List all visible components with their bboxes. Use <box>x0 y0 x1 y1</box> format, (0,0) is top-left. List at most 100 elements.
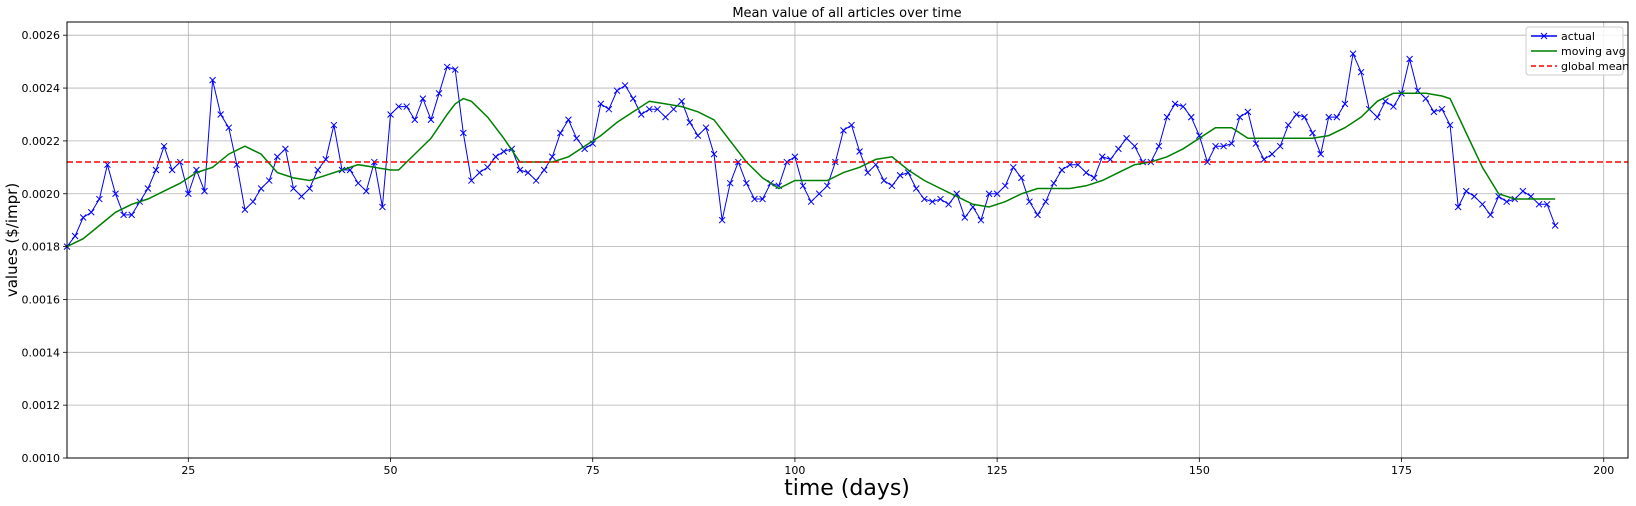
data-point-actual <box>241 206 249 213</box>
y-tick-label: 0.0020 <box>22 188 61 201</box>
data-point-actual <box>1220 142 1227 150</box>
data-point-actual <box>864 169 872 176</box>
grid <box>67 22 1628 459</box>
data-point-actual <box>306 185 313 192</box>
y-tick-label: 0.0014 <box>22 346 61 359</box>
data-point-actual <box>1058 166 1066 174</box>
data-point-actual <box>443 63 451 71</box>
data-point-actual <box>1179 103 1187 110</box>
data-point-actual <box>1082 169 1090 176</box>
data-point-actual <box>613 87 621 95</box>
x-tick-label: 100 <box>784 464 805 477</box>
data-point-actual <box>945 200 952 208</box>
data-point-actual <box>1535 200 1543 208</box>
x-tick-label: 200 <box>1593 464 1614 477</box>
data-point-actual <box>516 166 524 174</box>
data-point-actual <box>920 195 928 203</box>
data-point-actual <box>1454 203 1462 211</box>
data-point-actual <box>1341 100 1349 108</box>
legend-label-moving-avg: moving avg <box>1561 45 1626 58</box>
data-point-actual <box>1212 142 1219 150</box>
data-point-actual <box>524 169 532 176</box>
data-point-actual <box>1171 100 1179 108</box>
data-point-actual <box>1519 187 1527 195</box>
data-point-actual <box>120 211 127 219</box>
data-point-actual <box>1163 113 1171 121</box>
data-point-actual <box>330 121 338 129</box>
data-point-actual <box>492 153 500 161</box>
data-point-actual <box>929 198 936 206</box>
data-point-actual <box>573 134 580 142</box>
data-point-actual <box>993 190 1001 198</box>
data-point-actual <box>500 148 508 155</box>
x-tick-label: 150 <box>1189 464 1210 477</box>
data-point-actual <box>87 208 95 216</box>
data-point-actual <box>1123 134 1130 142</box>
data-point-actual <box>1503 198 1511 206</box>
data-point-actual <box>1042 198 1050 206</box>
data-point-actual <box>896 171 904 179</box>
data-point-actual <box>112 190 119 198</box>
data-point-actual <box>548 153 556 161</box>
data-point-actual <box>597 100 605 108</box>
data-point-actual <box>1026 198 1033 206</box>
data-point-actual <box>1438 105 1446 113</box>
data-point-actual <box>961 214 969 221</box>
x-tick-label: 175 <box>1391 464 1412 477</box>
data-point-actual <box>1187 113 1195 121</box>
data-point-actual <box>387 111 394 118</box>
data-point-actual <box>459 129 467 137</box>
x-axis-label: time (days) <box>784 476 910 501</box>
data-point-actual <box>419 95 427 102</box>
data-point-actual <box>1333 113 1341 121</box>
data-point-actual <box>314 166 322 174</box>
data-point-actual <box>1382 97 1389 105</box>
data-point-actual <box>395 103 402 110</box>
data-point-actual <box>1050 179 1058 187</box>
data-point-actual <box>1293 111 1300 118</box>
data-point-actual <box>937 195 944 203</box>
data-point-actual <box>79 214 87 221</box>
x-tick-label: 125 <box>987 464 1008 477</box>
data-point-actual <box>977 216 985 224</box>
data-point-actual <box>840 126 847 134</box>
plot-background <box>67 22 1628 458</box>
data-point-actual <box>1551 222 1559 229</box>
data-point-actual <box>1470 193 1478 200</box>
data-point-actual <box>726 179 734 187</box>
x-tick-label: 75 <box>586 464 600 477</box>
legend-box <box>1525 26 1624 76</box>
data-point-actual <box>128 211 136 219</box>
data-point-actual <box>184 190 192 198</box>
data-point-actual <box>912 185 920 192</box>
data-point-actual <box>815 190 823 198</box>
data-point-actual <box>1268 150 1276 158</box>
data-point-actual <box>160 142 168 150</box>
data-point-actual <box>1090 174 1098 182</box>
y-tick-label: 0.0016 <box>22 293 61 306</box>
data-point-actual <box>1228 140 1236 147</box>
data-point-actual <box>799 182 807 190</box>
y-tick-label: 0.0010 <box>22 452 61 465</box>
data-point-actual <box>1276 142 1284 150</box>
data-point-actual <box>1430 108 1438 116</box>
data-point-actual <box>354 179 362 187</box>
data-point-actual <box>1009 163 1017 171</box>
data-point-actual <box>743 179 750 187</box>
data-point-actual <box>557 129 564 137</box>
data-point-actual <box>152 166 160 174</box>
x-tick-label: 25 <box>181 464 195 477</box>
legend-label-actual: actual <box>1561 30 1595 43</box>
data-point-actual <box>718 216 726 224</box>
data-point-actual <box>168 166 176 174</box>
series-layer <box>63 50 1628 250</box>
data-point-actual <box>1284 121 1292 129</box>
data-point-actual <box>403 103 411 110</box>
data-point-actual <box>225 124 233 132</box>
data-point-actual <box>217 111 225 118</box>
data-point-actual <box>605 105 613 113</box>
x-axis-ticks: 25 50 75 100 125 150 175 200 <box>181 458 1614 477</box>
chart-title: Mean value of all articles over time <box>732 6 961 21</box>
data-point-actual <box>451 66 459 73</box>
